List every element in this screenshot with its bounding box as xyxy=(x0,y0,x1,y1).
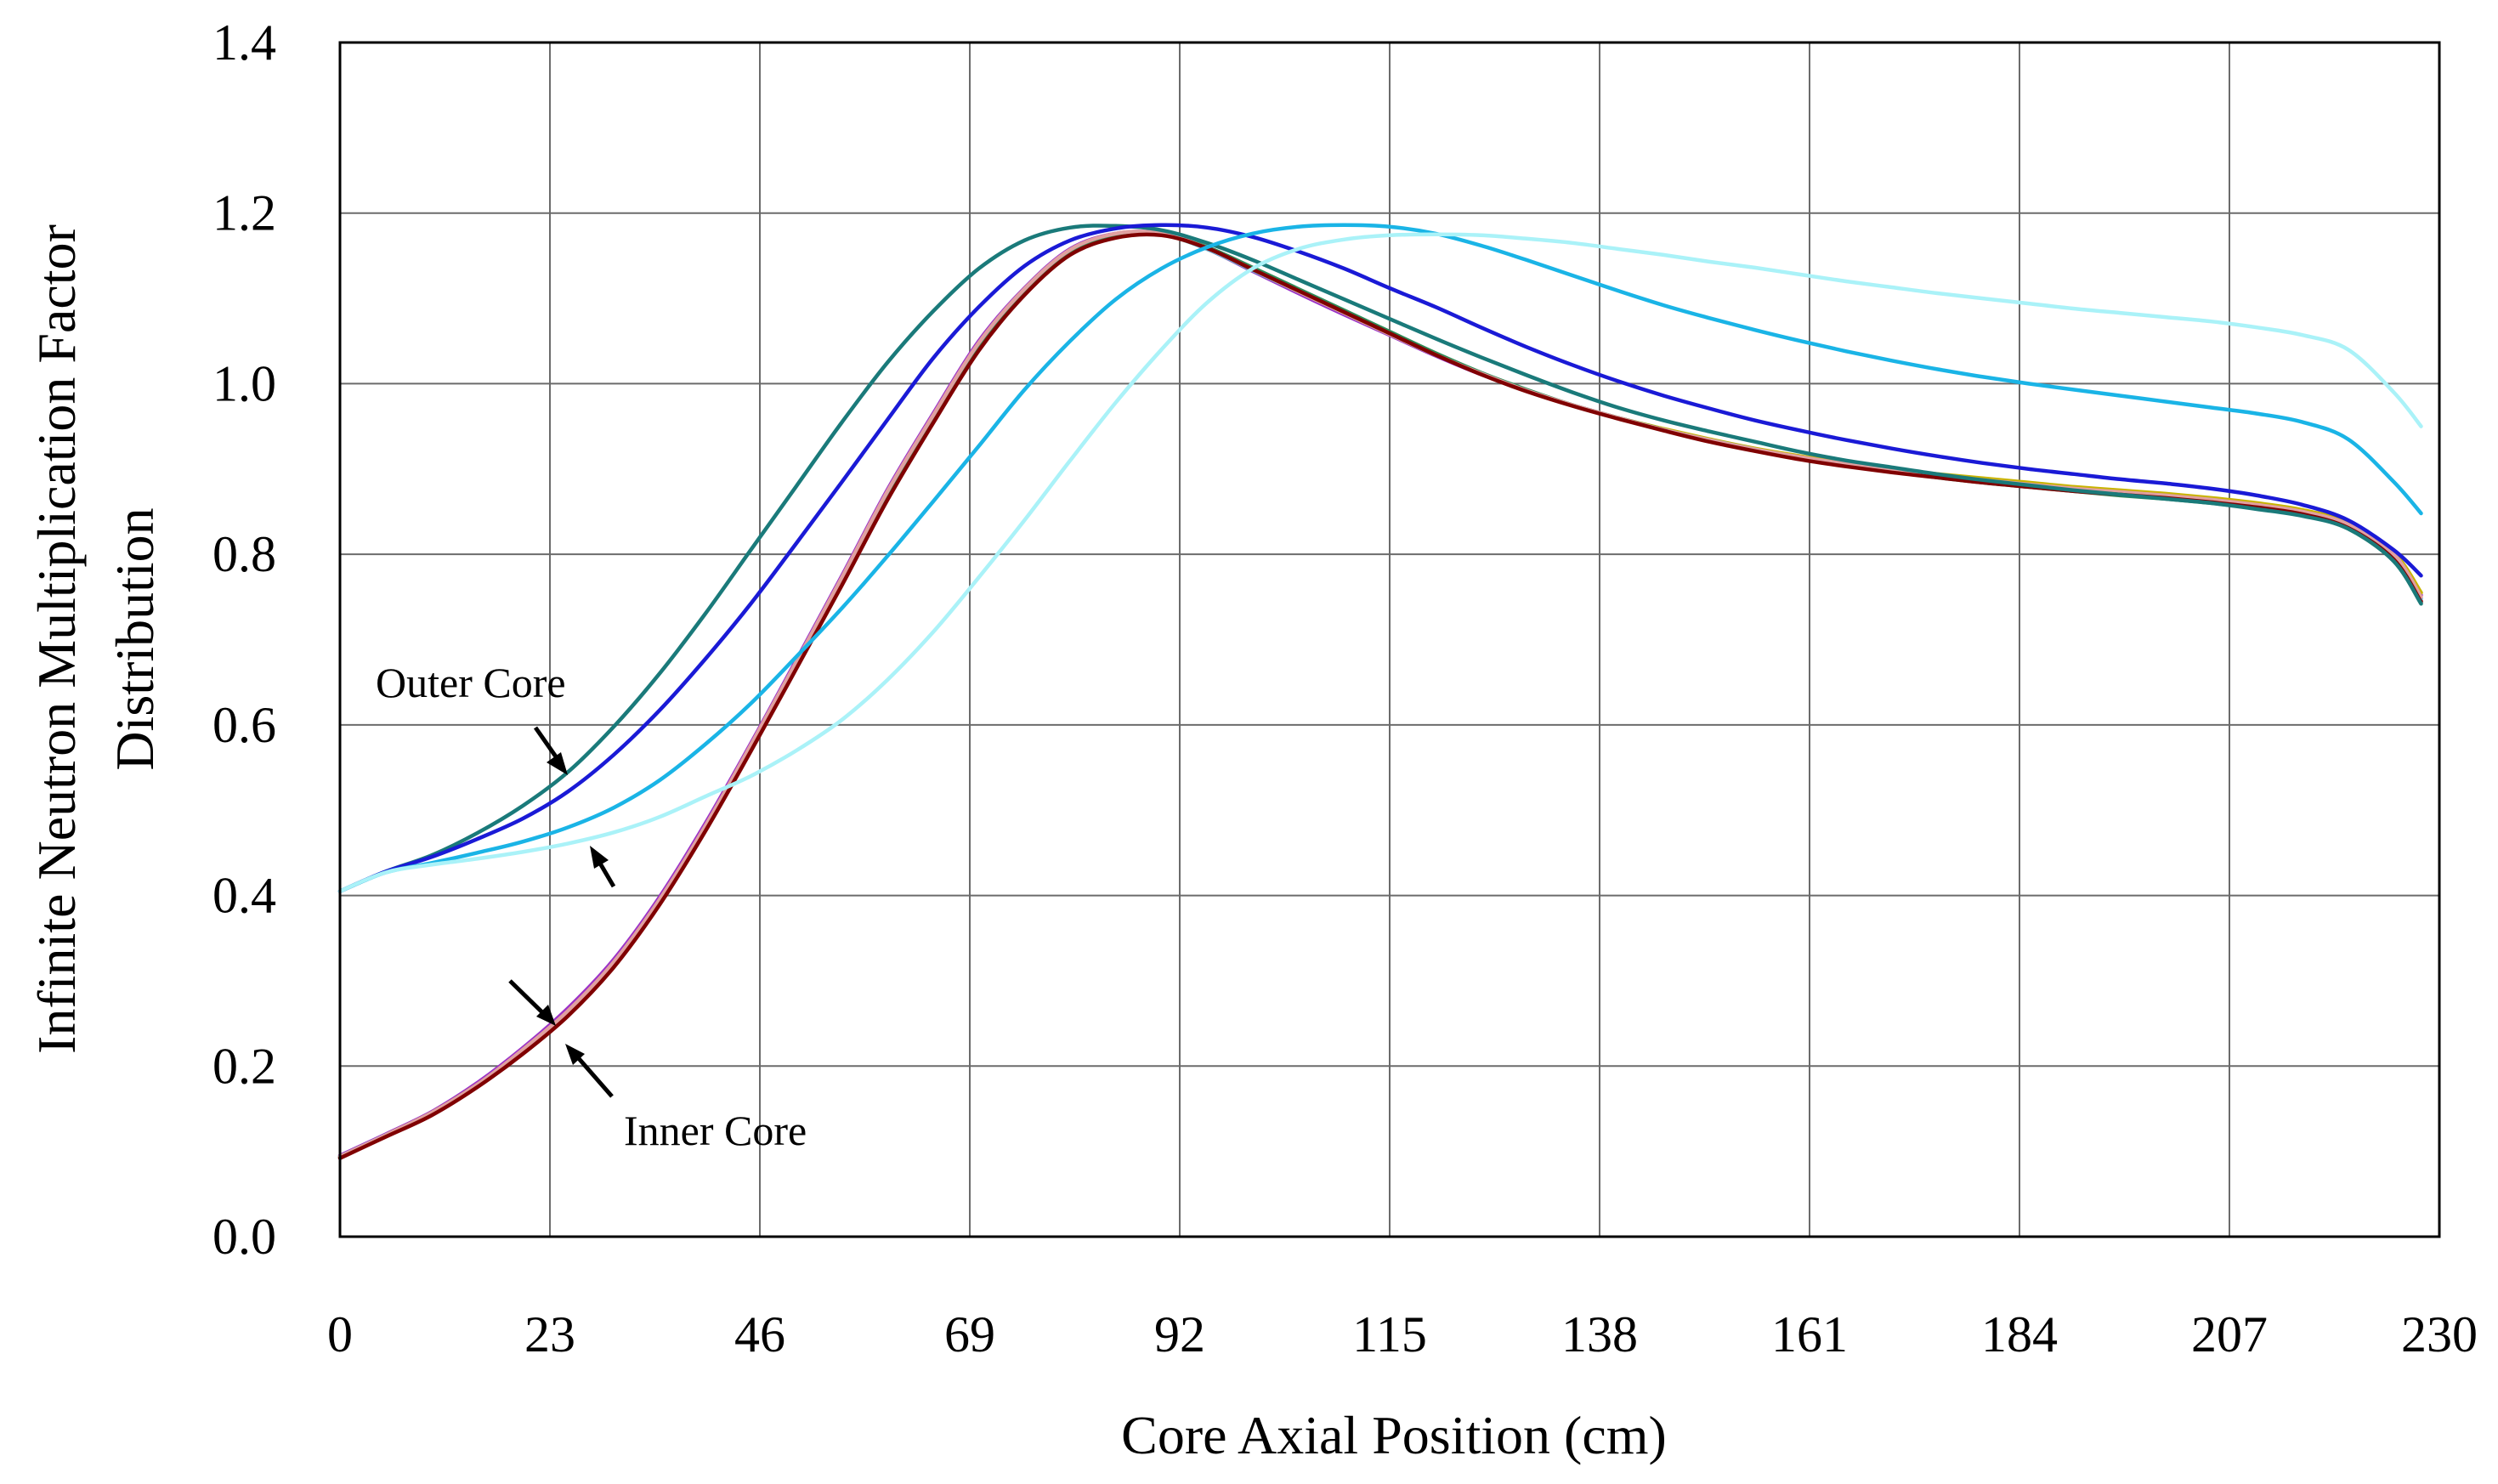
x-tick-label: 23 xyxy=(524,1306,575,1362)
x-tick-label: 184 xyxy=(1981,1306,2058,1362)
x-tick-label: 0 xyxy=(327,1306,353,1362)
x-tick-label: 207 xyxy=(2191,1306,2268,1362)
annotation-inner-core-label: Inner Core xyxy=(624,1107,807,1154)
series-line-inner-3 xyxy=(337,230,2423,1158)
x-tick-label: 138 xyxy=(1561,1306,1638,1362)
y-tick-label: 1.2 xyxy=(212,185,276,241)
series-line-inner-5 xyxy=(337,230,2423,1159)
y-tick-label: 0.2 xyxy=(212,1038,276,1094)
y-tick-label: 0.6 xyxy=(212,697,276,753)
series-line-inner-4 xyxy=(337,230,2423,1158)
series-line-outer-3 xyxy=(337,223,2423,893)
outer-core-arrow-2 xyxy=(597,860,616,888)
y-axis-title-line-1: Infinite Neutron Multiplication Factor xyxy=(26,224,87,1054)
y-tick-label: 1.0 xyxy=(212,355,276,411)
annotation-outer-core-label: Outer Core xyxy=(376,659,566,706)
x-tick-label: 161 xyxy=(1771,1306,1848,1362)
y-tick-label: 1.4 xyxy=(212,14,276,71)
annotation-outer-core: Outer Core xyxy=(376,659,616,888)
inner-core-arrow-1 xyxy=(508,979,546,1016)
series-line-inner-2 xyxy=(337,229,2423,1158)
series-line-outer-1 xyxy=(337,224,2423,893)
outer-core-arrowhead-2 xyxy=(590,846,609,869)
series-line-inner-6 xyxy=(337,229,2423,1158)
y-axis-ticks: 0.0 0.2 0.4 0.6 0.8 1.0 1.2 1.4 xyxy=(212,14,276,1265)
y-axis-title-line-2: Distribution xyxy=(105,507,165,770)
x-tick-label: 115 xyxy=(1352,1306,1427,1362)
x-axis-ticks: 0 23 46 69 92 115 138 161 184 207 230 xyxy=(327,1306,2478,1362)
series-line-inner-1 xyxy=(337,231,2423,1159)
inner-core-arrowhead-1 xyxy=(536,1005,556,1026)
annotation-inner-core: Inner Core xyxy=(508,979,807,1154)
x-axis-title: Core Axial Position (cm) xyxy=(1121,1405,1667,1465)
y-tick-label: 0.8 xyxy=(212,526,276,582)
y-axis-title: Infinite Neutron Multiplication Factor D… xyxy=(26,224,165,1054)
y-tick-label: 0.4 xyxy=(212,868,276,924)
series-line-outer-2 xyxy=(337,223,2423,893)
series-line-inner-7 xyxy=(337,232,2423,1160)
x-tick-label: 230 xyxy=(2401,1306,2478,1362)
outer-core-arrow-1 xyxy=(533,726,562,763)
inner-core-arrowhead-2 xyxy=(565,1044,585,1065)
x-tick-label: 46 xyxy=(734,1306,785,1362)
outer-core-arrowhead-1 xyxy=(547,752,568,775)
x-tick-label: 92 xyxy=(1154,1306,1205,1362)
inner-core-arrow-2 xyxy=(575,1054,614,1098)
grid xyxy=(340,42,2439,1237)
y-tick-label: 0.0 xyxy=(212,1209,276,1265)
series-layer xyxy=(337,223,2423,1160)
series-line-outer-4 xyxy=(337,232,2423,893)
x-tick-label: 69 xyxy=(944,1306,995,1362)
plot-area-frame xyxy=(338,41,2441,1238)
